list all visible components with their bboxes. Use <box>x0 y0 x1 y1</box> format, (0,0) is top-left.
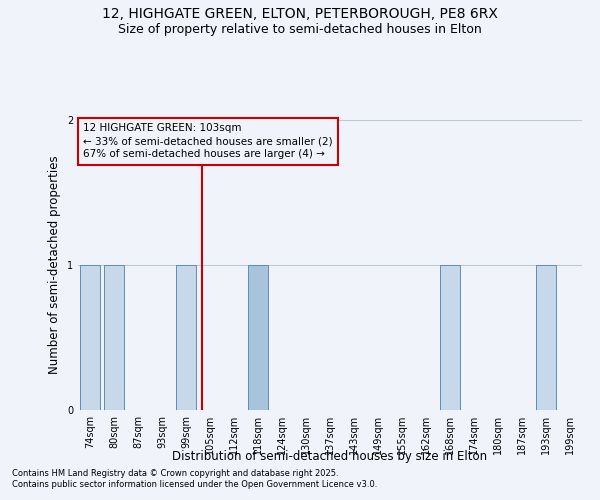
Bar <box>176 265 196 410</box>
Text: Size of property relative to semi-detached houses in Elton: Size of property relative to semi-detach… <box>118 22 482 36</box>
Y-axis label: Number of semi-detached properties: Number of semi-detached properties <box>49 156 61 374</box>
Text: Contains HM Land Registry data © Crown copyright and database right 2025.: Contains HM Land Registry data © Crown c… <box>12 468 338 477</box>
Text: Distribution of semi-detached houses by size in Elton: Distribution of semi-detached houses by … <box>172 450 488 463</box>
Bar <box>536 265 556 410</box>
Bar <box>104 265 124 410</box>
Text: 12, HIGHGATE GREEN, ELTON, PETERBOROUGH, PE8 6RX: 12, HIGHGATE GREEN, ELTON, PETERBOROUGH,… <box>102 8 498 22</box>
Bar <box>440 265 460 410</box>
Text: Contains public sector information licensed under the Open Government Licence v3: Contains public sector information licen… <box>12 480 377 489</box>
Bar <box>248 265 268 410</box>
Bar <box>80 265 100 410</box>
Text: 12 HIGHGATE GREEN: 103sqm
← 33% of semi-detached houses are smaller (2)
67% of s: 12 HIGHGATE GREEN: 103sqm ← 33% of semi-… <box>83 123 332 160</box>
